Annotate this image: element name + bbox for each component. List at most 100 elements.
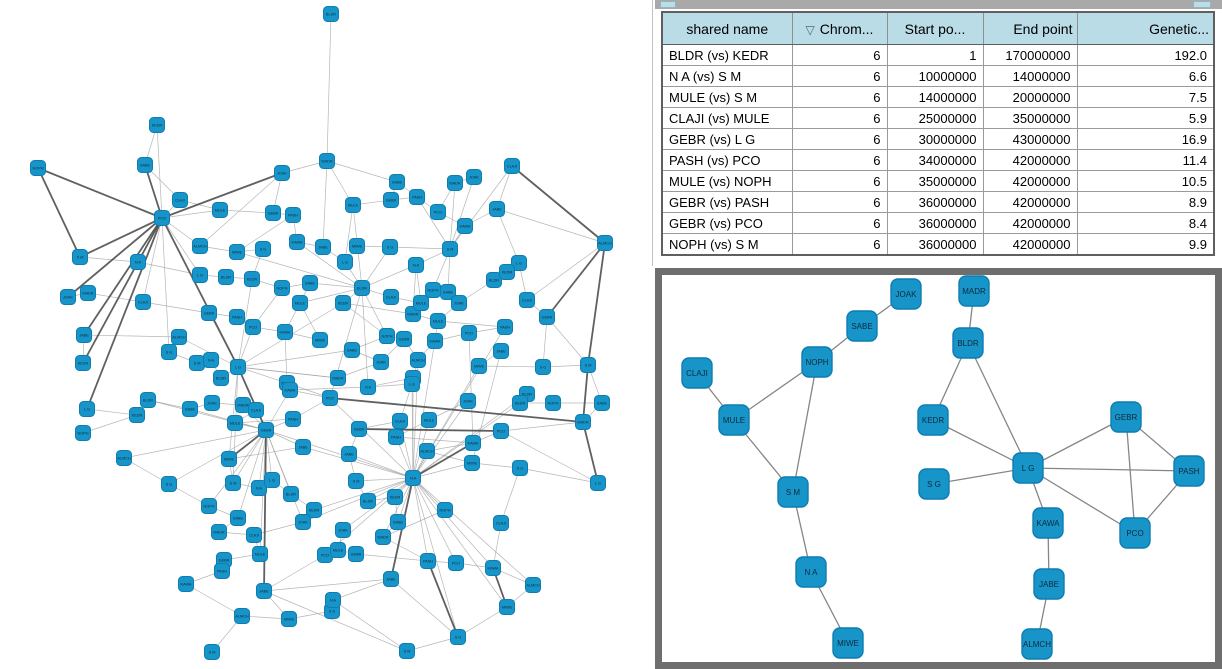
network-node[interactable]: NOPH	[274, 280, 290, 296]
network-node[interactable]: PCO	[1119, 517, 1151, 549]
network-node[interactable]: KEDR	[917, 404, 949, 436]
network-node[interactable]: N A	[795, 556, 827, 588]
column-header-1[interactable]: ▽ Chrom...	[791, 11, 888, 45]
network-node[interactable]: PCO	[493, 423, 509, 439]
network-node[interactable]: GEBR	[265, 205, 281, 221]
network-node[interactable]: N A	[130, 254, 146, 270]
network-node[interactable]: L G	[590, 475, 606, 491]
network-node[interactable]: SABE	[846, 310, 878, 342]
network-node[interactable]: JOAK	[204, 395, 220, 411]
network-node[interactable]: PCO	[245, 319, 261, 335]
network-node[interactable]: JABE	[315, 239, 331, 255]
network-node[interactable]: S M	[204, 644, 220, 660]
network-node[interactable]: NOPH	[201, 498, 217, 514]
network-node[interactable]: N A	[360, 379, 376, 395]
network-node[interactable]: S G	[255, 241, 271, 257]
table-scroll-strip[interactable]	[655, 0, 1222, 9]
network-node[interactable]: NOPH	[801, 346, 833, 378]
cell-end-point[interactable]: 42000000	[982, 191, 1078, 213]
network-node[interactable]: CLAJI	[392, 413, 408, 429]
cell-end-point[interactable]: 42000000	[982, 212, 1078, 234]
cell-shared-name[interactable]: PASH (vs) PCO	[661, 149, 793, 171]
network-node[interactable]: BLDR	[360, 493, 376, 509]
network-node[interactable]: PASH	[388, 429, 404, 445]
scroll-thumb-right[interactable]	[1193, 1, 1211, 8]
network-node[interactable]: KAWA	[465, 435, 481, 451]
network-node[interactable]: KEDR	[244, 271, 260, 287]
network-node[interactable]: KAWA	[485, 560, 501, 576]
cell-start-point[interactable]: 35000000	[886, 170, 984, 192]
network-node[interactable]: CLAJI	[504, 158, 520, 174]
network-node[interactable]: ALMCH	[171, 329, 187, 345]
cell-chromosome[interactable]: 6	[791, 191, 888, 213]
cell-shared-name[interactable]: NOPH (vs) S M	[661, 233, 793, 256]
table-row[interactable]: GEBR (vs) PCO 6 36000000 42000000 8.4	[661, 212, 1215, 234]
network-node[interactable]: JABE	[493, 343, 509, 359]
network-node[interactable]: S G	[512, 460, 528, 476]
network-node[interactable]: KEDR	[306, 502, 322, 518]
network-node[interactable]: ALMCH	[525, 577, 541, 593]
network-node[interactable]: PCO	[448, 555, 464, 571]
network-node[interactable]: BLDR	[354, 280, 370, 296]
network-node[interactable]: CLAJI	[135, 294, 151, 310]
cell-genetic[interactable]: 192.0	[1076, 44, 1215, 66]
network-node[interactable]: L G	[192, 267, 208, 283]
network-node[interactable]: BLDR	[323, 6, 339, 22]
cell-genetic[interactable]: 10.5	[1076, 170, 1215, 192]
network-node[interactable]: JOAK	[460, 393, 476, 409]
network-node[interactable]: KAWA	[289, 234, 305, 250]
network-node[interactable]: MADR	[575, 414, 591, 430]
network-node[interactable]: PCO	[322, 390, 338, 406]
network-node[interactable]: PASH	[409, 189, 425, 205]
network-node[interactable]: PASH	[285, 207, 301, 223]
network-node[interactable]: CLAJI	[246, 527, 262, 543]
network-node[interactable]: GEBR	[258, 422, 274, 438]
network-node[interactable]: MULE	[421, 412, 437, 428]
cell-shared-name[interactable]: GEBR (vs) L G	[661, 128, 793, 150]
table-row[interactable]: MULE (vs) S M 6 14000000 20000000 7.5	[661, 86, 1215, 108]
network-node[interactable]: MULE	[330, 542, 346, 558]
network-node[interactable]: SABE	[230, 510, 246, 526]
network-node[interactable]: ALMCH	[192, 238, 208, 254]
cell-end-point[interactable]: 20000000	[982, 86, 1078, 108]
network-node[interactable]: GEBR	[1110, 401, 1142, 433]
network-node[interactable]: JOAK	[451, 295, 467, 311]
network-node[interactable]: JABE	[295, 439, 311, 455]
network-node[interactable]: JABE	[383, 571, 399, 587]
network-node[interactable]: JABE	[76, 327, 92, 343]
cell-end-point[interactable]: 42000000	[982, 170, 1078, 192]
network-node[interactable]: ALMCH	[597, 235, 613, 251]
cell-start-point[interactable]: 36000000	[886, 233, 984, 256]
table-row[interactable]: GEBR (vs) L G 6 30000000 43000000 16.9	[661, 128, 1215, 150]
network-node[interactable]: L G	[1012, 452, 1044, 484]
network-node[interactable]: S M	[189, 355, 205, 371]
network-node[interactable]: NOPH	[75, 425, 91, 441]
network-node[interactable]: L G	[79, 401, 95, 417]
network-node[interactable]: ALMCH	[116, 450, 132, 466]
table-row[interactable]: NOPH (vs) S M 6 36000000 42000000 9.9	[661, 233, 1215, 256]
network-node[interactable]: BLDR	[952, 327, 984, 359]
network-node[interactable]: MIWE	[499, 599, 515, 615]
table-row[interactable]: CLAJI (vs) MULE 6 25000000 35000000 5.9	[661, 107, 1215, 129]
network-node[interactable]: KAWA	[1032, 507, 1064, 539]
cell-chromosome[interactable]: 6	[791, 170, 888, 192]
network-node[interactable]: CLAJI	[383, 289, 399, 305]
network-node[interactable]: KEDR	[149, 117, 165, 133]
cell-start-point[interactable]: 36000000	[886, 212, 984, 234]
network-node[interactable]: L G	[264, 472, 280, 488]
network-node[interactable]: CLAJI	[681, 357, 713, 389]
network-node[interactable]: SABE	[137, 157, 153, 173]
network-node[interactable]: PCO	[317, 547, 333, 563]
network-node[interactable]: S G	[918, 468, 950, 500]
cell-start-point[interactable]: 25000000	[886, 107, 984, 129]
network-node[interactable]: MIWE	[349, 238, 365, 254]
network-node[interactable]: MULE	[430, 313, 446, 329]
network-node[interactable]: MADR	[330, 370, 346, 386]
network-node[interactable]: PCO	[154, 210, 170, 226]
network-node[interactable]: ALMCH	[1021, 628, 1053, 660]
network-node[interactable]: GEBR	[348, 546, 364, 562]
network-node[interactable]: GEBR	[383, 192, 399, 208]
cell-shared-name[interactable]: MULE (vs) NOPH	[661, 170, 793, 192]
network-node[interactable]: KEDR	[335, 295, 351, 311]
network-node[interactable]: MIWE	[312, 332, 328, 348]
